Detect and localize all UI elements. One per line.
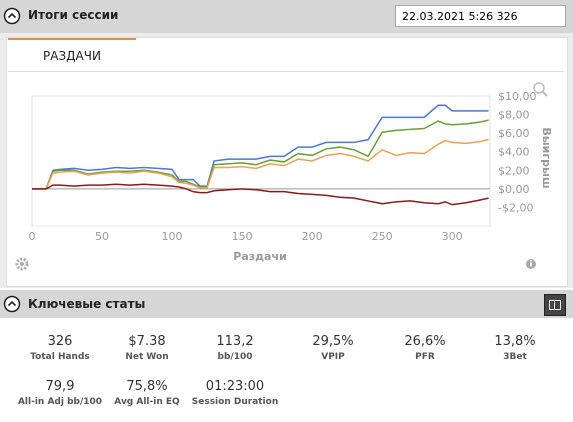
tab[interactable]: РАЗДАЧИ	[8, 38, 136, 73]
stat: 01:23:00 Session Duration	[190, 379, 280, 407]
collapse-icon[interactable]	[3, 295, 21, 313]
stat-label: All-in Adj bb/100	[17, 397, 103, 407]
stat-label: Session Duration	[191, 397, 279, 407]
stat-label: Net Won	[125, 352, 169, 362]
collapse-icon[interactable]	[3, 7, 21, 25]
y-tick-label: $0,00	[498, 183, 530, 196]
series-line	[32, 183, 489, 206]
y-tick-label: $6,00	[498, 127, 530, 140]
stat: 29,5% VPIP	[288, 334, 378, 362]
tab-line	[8, 71, 564, 72]
y-tick-label: $2,00	[498, 164, 530, 177]
x-tick-label: 200	[302, 230, 323, 243]
x-tick-label: 250	[372, 230, 393, 243]
session-title: Итоги сессии	[28, 8, 119, 22]
stat-value: 326	[47, 334, 73, 349]
stat-value: 113,2	[216, 334, 254, 349]
layout-button[interactable]	[544, 294, 566, 316]
stat: 326 Total Hands	[15, 334, 105, 362]
stats-title: Ключевые статы	[28, 297, 146, 311]
stat: $7.38 Net Won	[102, 334, 192, 362]
stat-value: 26,6%	[404, 334, 446, 349]
stat-value: 13,8%	[494, 334, 536, 349]
x-tick-label: 0	[29, 230, 36, 243]
plot-border	[31, 95, 491, 227]
stat-label: PFR	[415, 352, 435, 362]
y-tick-label: $10,00	[498, 90, 537, 103]
y-tick-label: -$2,00	[498, 201, 533, 214]
stat-label: VPIP	[321, 352, 345, 362]
stat: 26,6% PFR	[380, 334, 470, 362]
stat: 113,2 bb/100	[190, 334, 280, 362]
y-tick-label: $4,00	[498, 146, 530, 159]
stats-header: Ключевые статы	[0, 290, 573, 318]
series-line	[32, 104, 489, 190]
stat-value: 01:23:00	[205, 379, 265, 394]
stat-value: 75,8%	[126, 379, 168, 394]
stat-value: 79,9	[45, 379, 75, 394]
chart: Раздачи Выигрыш $10,00 $8,00 $6,00 $4,00 $2,…	[15, 82, 553, 271]
chart-panel	[6, 37, 568, 287]
x-tick-label: 50	[95, 230, 109, 243]
info-icon[interactable]	[526, 259, 536, 269]
settings-icon[interactable]	[15, 257, 29, 271]
stat-label: Avg All-in EQ	[114, 397, 180, 407]
x-tick-label: 100	[162, 230, 183, 243]
stat-label: Total Hands	[30, 352, 90, 362]
x-tick-label: 300	[442, 230, 463, 243]
y-tick-label: $8,00	[498, 109, 530, 122]
x-tick-label: 150	[232, 230, 253, 243]
stat-value: $7.38	[128, 334, 166, 349]
series-line	[32, 119, 489, 190]
stat-label: 3Bet	[503, 352, 527, 362]
zoom-icon[interactable]	[533, 82, 548, 97]
y-axis-label: Выигрыш	[540, 127, 553, 188]
stat: 75,8% Avg All-in EQ	[102, 379, 192, 407]
stat: 79,9 All-in Adj bb/100	[15, 379, 105, 407]
series-line	[32, 138, 489, 190]
stat: 13,8% 3Bet	[470, 334, 560, 362]
stat-value: 29,5%	[312, 334, 354, 349]
stat-label: bb/100	[217, 352, 253, 362]
x-axis-label: Раздачи	[233, 250, 286, 263]
